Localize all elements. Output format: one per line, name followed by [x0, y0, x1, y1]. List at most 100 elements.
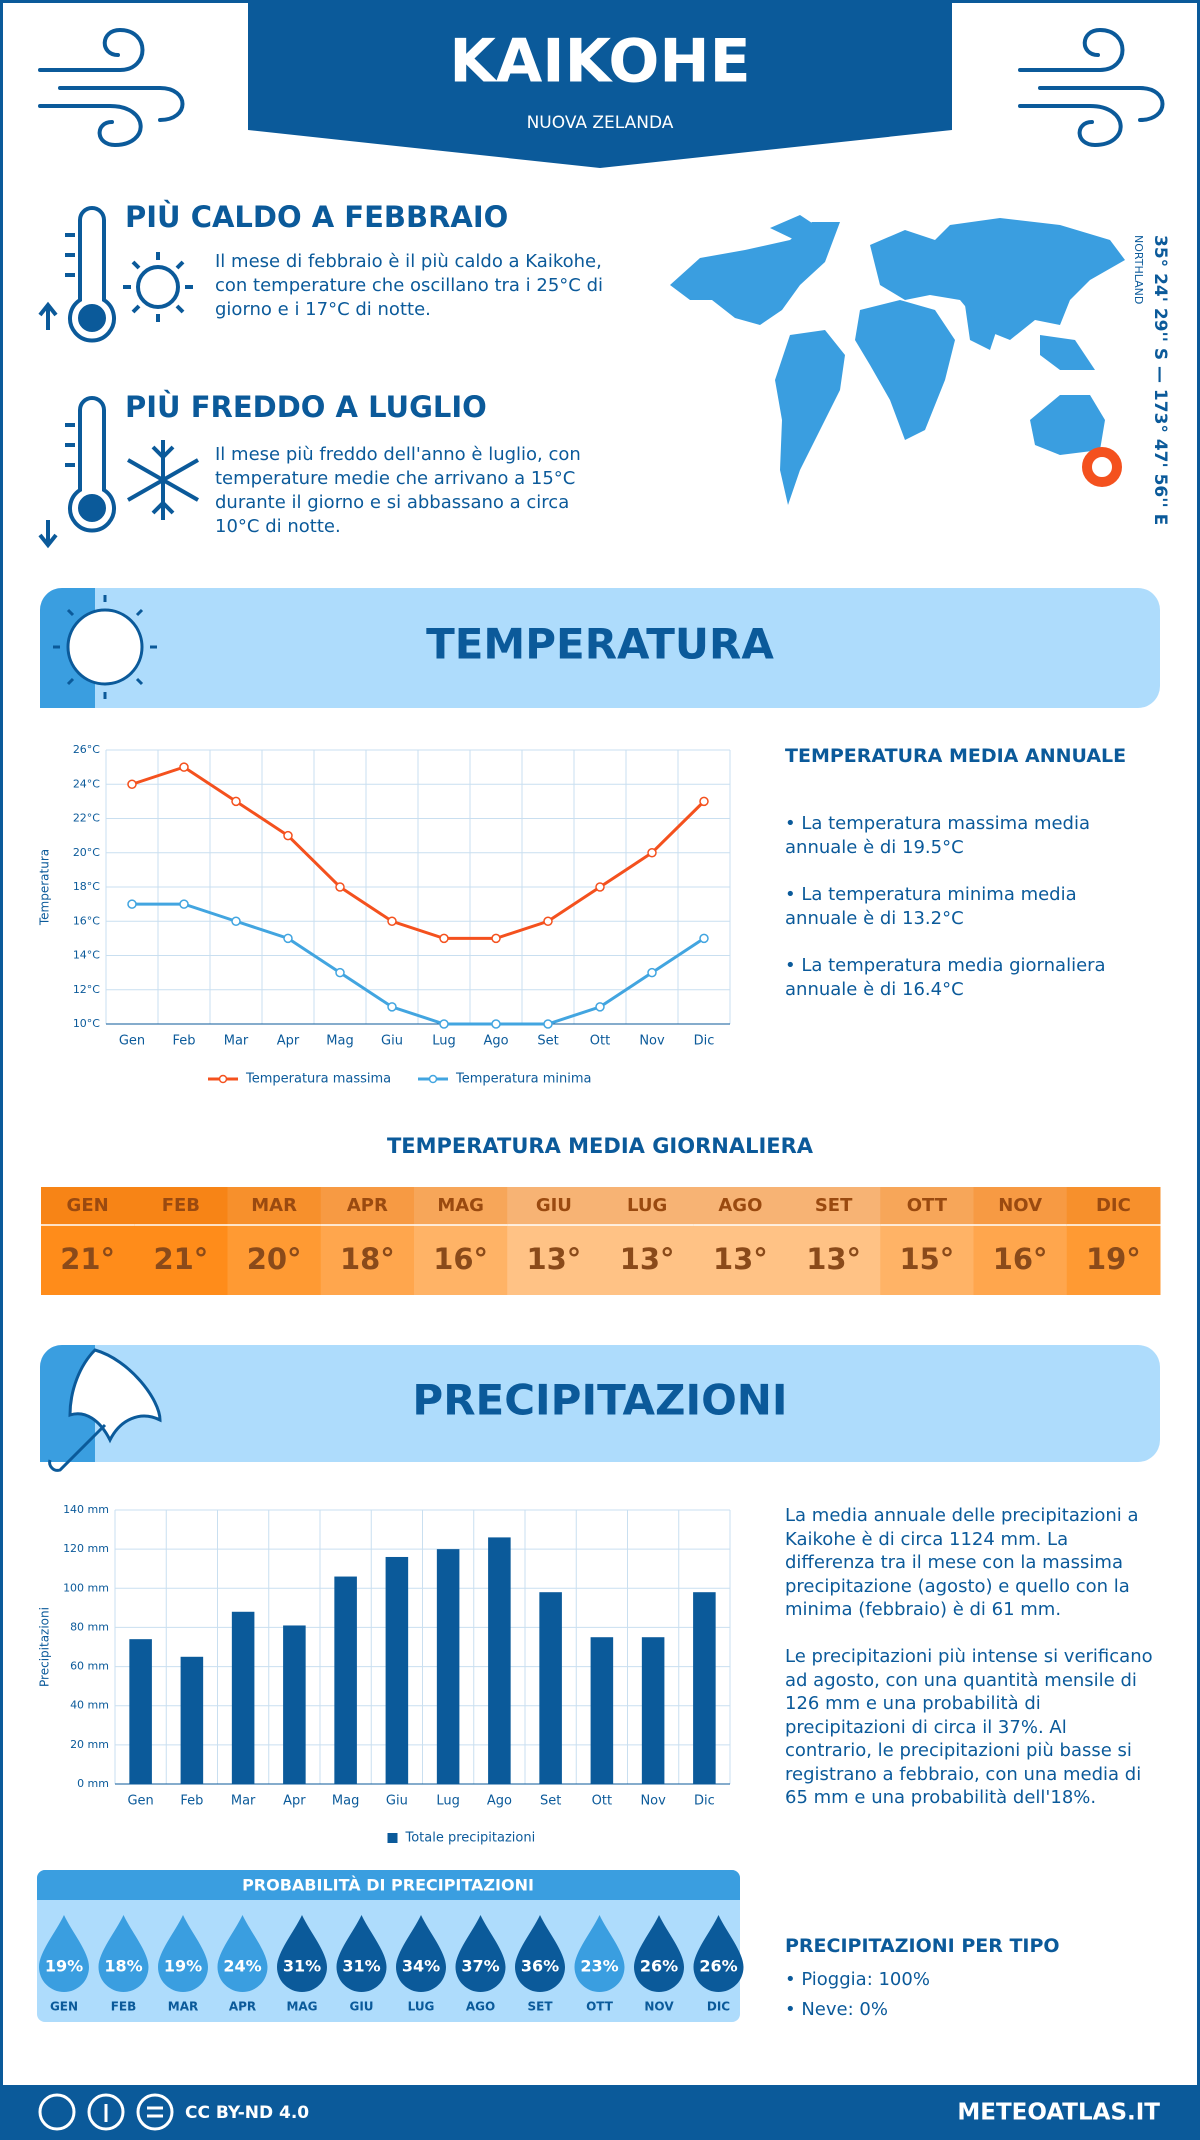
point	[387, 916, 397, 926]
drop	[455, 1915, 506, 1992]
x-tick-label: Ott	[592, 1794, 612, 1809]
precip-paragraph: La media annuale delle precipitazioni a …	[785, 1505, 1139, 1620]
x-tick-label: Apr	[277, 1034, 300, 1049]
table-header-cell	[1066, 1187, 1161, 1225]
daily-temp: 13°	[526, 1242, 581, 1276]
x-tick-label: Set	[540, 1794, 561, 1809]
header-shade	[880, 1187, 974, 1225]
y-tick-label: 0 mm	[77, 1777, 109, 1790]
drop-month: GIU	[349, 2000, 373, 2014]
table-cell	[507, 1225, 601, 1295]
table-header-cell	[134, 1187, 228, 1225]
x-tick-label: Feb	[180, 1794, 203, 1809]
point	[179, 762, 189, 772]
month-label: MAG	[437, 1195, 484, 1216]
y-tick-label: 14°C	[73, 949, 100, 962]
drop	[39, 1915, 89, 1992]
drop	[693, 1915, 744, 1992]
header-shade	[227, 1187, 322, 1225]
x-tick-label: Apr	[283, 1794, 306, 1809]
sun-icon	[53, 595, 157, 699]
daily-temp: 13°	[806, 1242, 861, 1276]
world-map	[670, 215, 1125, 505]
type-item: • Neve: 0%	[785, 1999, 888, 2020]
drop	[396, 1915, 446, 1992]
x-tick-label: Ago	[483, 1034, 508, 1049]
point	[699, 933, 709, 944]
drop	[277, 1915, 327, 1992]
drop-label: 18%	[104, 1957, 142, 1976]
daily-temp: 20°	[247, 1242, 302, 1276]
month-label: APR	[347, 1195, 388, 1216]
table-header-cell	[880, 1187, 974, 1225]
drop-month: NOV	[644, 2000, 674, 2014]
x-tick-label: Lug	[432, 1034, 456, 1049]
drop-month: GEN	[50, 2000, 78, 2014]
header-shade	[320, 1187, 415, 1225]
type-item: • Pioggia: 100%	[785, 1969, 930, 1990]
drop-label: 24%	[223, 1957, 261, 1976]
drop-label: 34%	[402, 1957, 440, 1976]
line	[132, 902, 705, 1026]
y-tick-label: 18°C	[73, 880, 100, 893]
drop-label: 37%	[461, 1957, 499, 1976]
drop	[217, 1915, 268, 1992]
header-shade	[600, 1187, 695, 1225]
point	[179, 899, 189, 909]
table-header-cell	[693, 1187, 788, 1225]
x-tick-label: Feb	[172, 1034, 195, 1049]
highlight-title: PIÙ CALDO A FEBBRAIO	[125, 200, 509, 234]
y-tick-label: 24°C	[73, 777, 100, 790]
table-cell	[320, 1225, 415, 1295]
table-cell	[693, 1225, 788, 1295]
legend-label: Temperatura massima	[245, 1072, 391, 1087]
x-tick-label: Ago	[487, 1794, 512, 1809]
x-tick-label: Giu	[386, 1794, 408, 1809]
table-cell	[600, 1225, 695, 1295]
y-tick-label: 16°C	[73, 914, 100, 927]
point	[231, 916, 241, 926]
bar	[283, 1625, 306, 1784]
header-shade	[787, 1187, 881, 1225]
point	[647, 848, 657, 858]
y-tick-label: 100 mm	[63, 1581, 109, 1594]
city-title: KAIKOHE	[449, 27, 750, 97]
point	[231, 796, 241, 807]
daily-temp: 13°	[713, 1242, 768, 1276]
drop-month: LUG	[408, 2000, 435, 2014]
location-marker	[1082, 447, 1122, 487]
drop	[634, 1915, 684, 1992]
y-tick-label: 20°C	[73, 846, 100, 859]
y-tick-label: 80 mm	[70, 1620, 109, 1633]
drop	[158, 1915, 208, 1992]
drop-label: 31%	[283, 1957, 321, 1976]
y-tick-label: 60 mm	[70, 1660, 109, 1673]
summary-item: • La temperatura media giornaliera annua…	[785, 955, 1106, 1000]
point	[387, 1002, 397, 1012]
line	[131, 765, 706, 940]
table-cell	[787, 1225, 881, 1295]
country: NUOVA ZELANDA	[527, 113, 674, 133]
point	[127, 779, 137, 789]
y-tick-label: 20 mm	[70, 1738, 109, 1751]
drop-label: 26%	[699, 1957, 737, 1976]
header-shade	[507, 1187, 601, 1225]
drop-month: OTT	[586, 2000, 614, 2014]
daily-temp: 13°	[620, 1242, 675, 1276]
table-header-cell	[227, 1187, 322, 1225]
type-title: PRECIPITAZIONI PER TIPO	[785, 1935, 1060, 1957]
header-banner	[248, 0, 952, 168]
daily-temp: 15°	[899, 1242, 954, 1276]
license-icons	[38, 2093, 174, 2131]
month-label: DIC	[1096, 1195, 1131, 1216]
daily-temp: 19°	[1086, 1242, 1141, 1276]
y-tick-label: 26°C	[73, 743, 100, 756]
table-header-cell	[507, 1187, 601, 1225]
probability-title: PROBABILITÀ DI PRECIPITAZIONI	[242, 1876, 534, 1895]
point	[543, 916, 553, 926]
header-shade	[1066, 1187, 1161, 1225]
y-axis-title: Precipitazioni	[38, 1607, 52, 1687]
point	[127, 899, 137, 909]
x-tick-label: Gen	[119, 1034, 145, 1049]
